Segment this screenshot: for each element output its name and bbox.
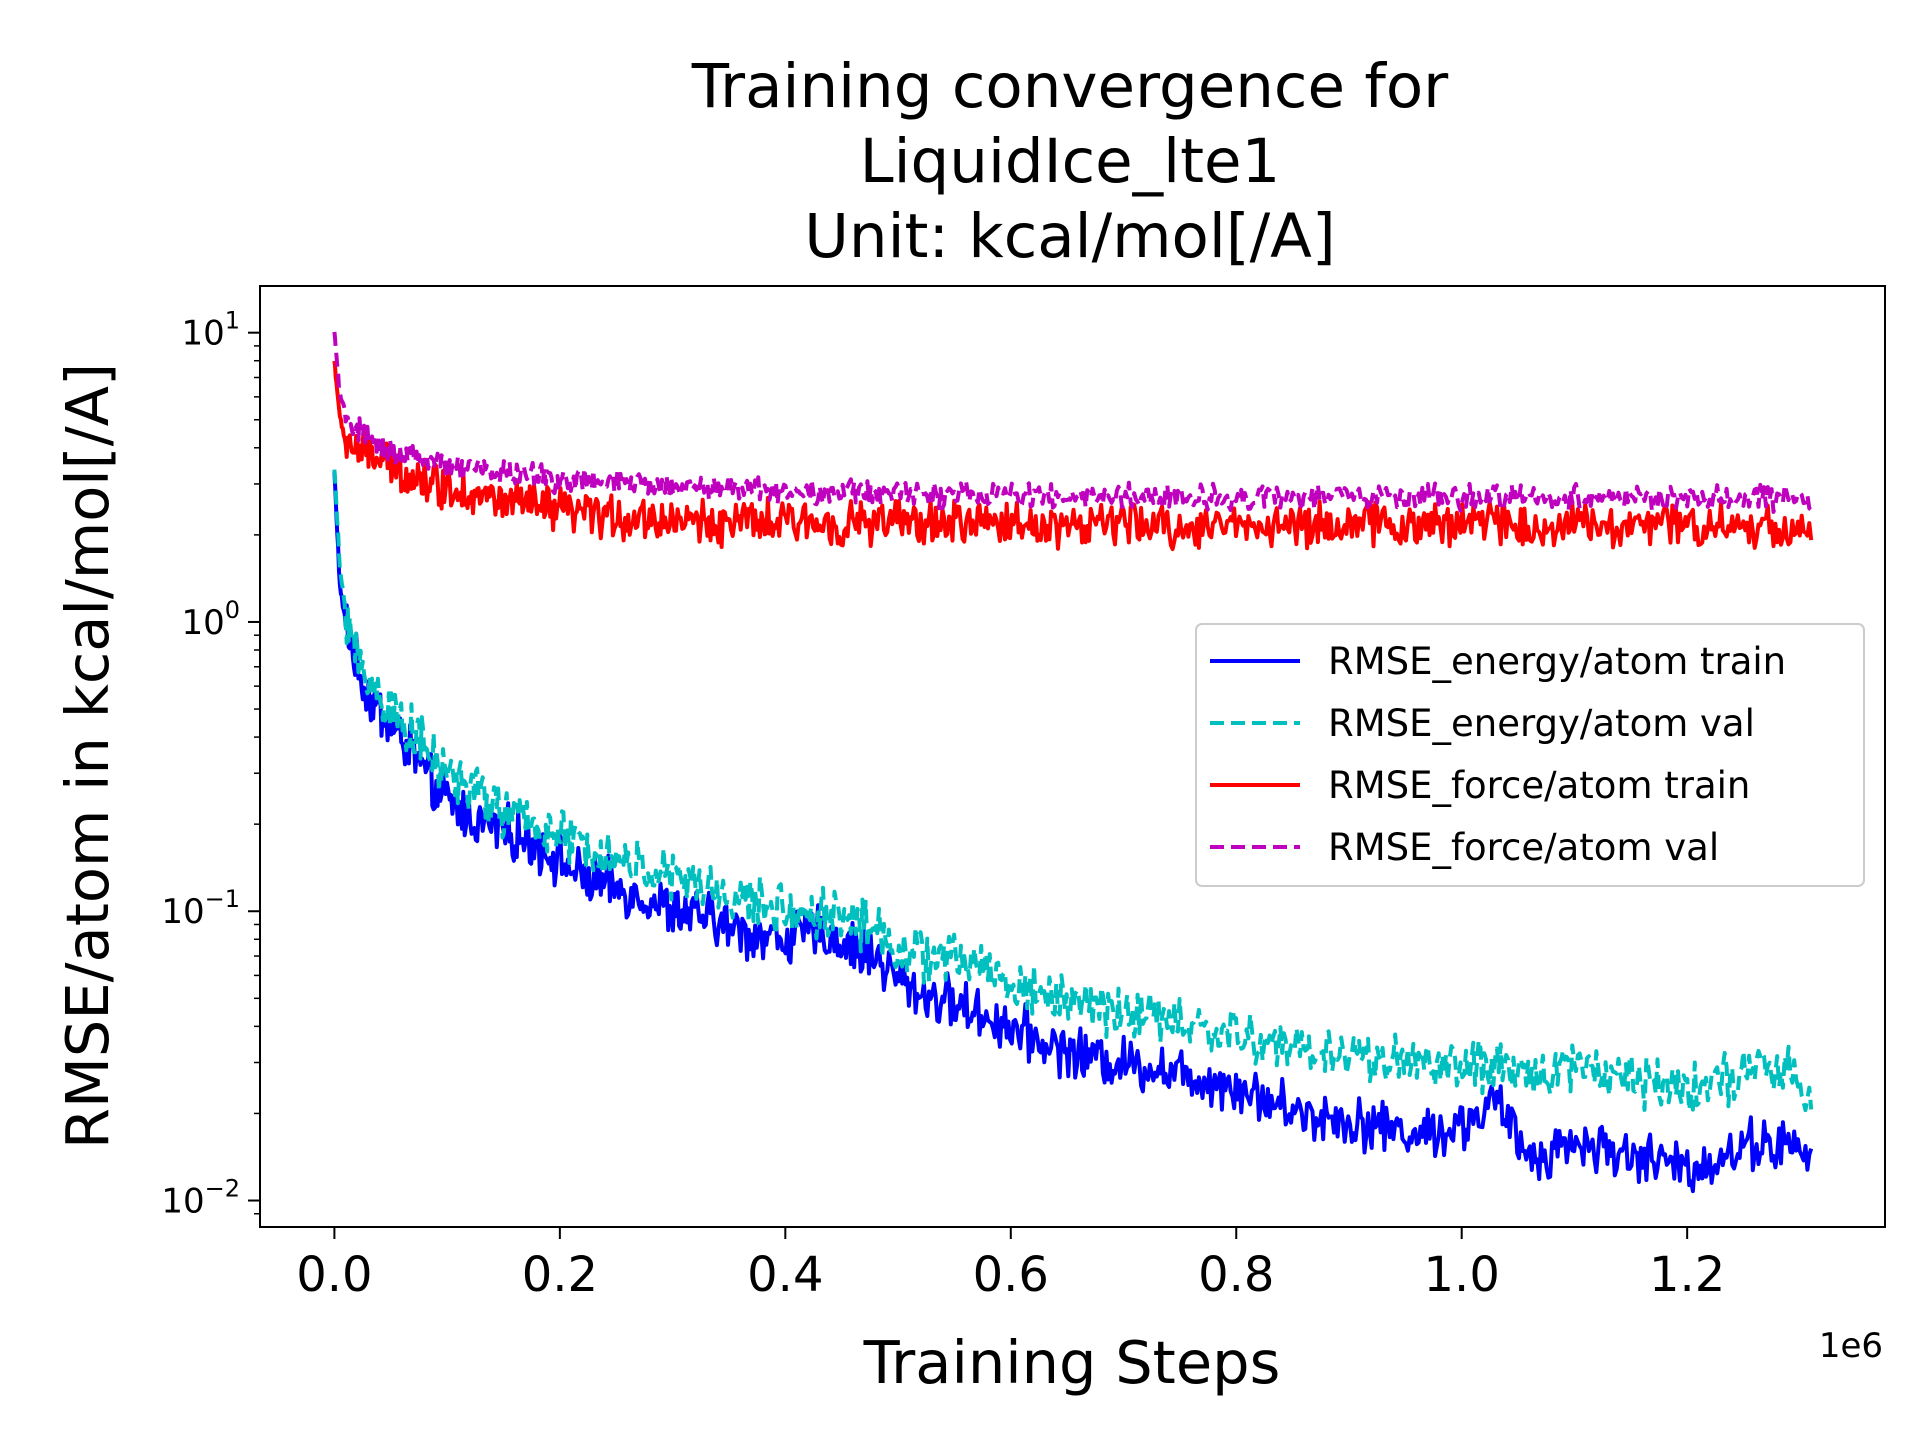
chart-title-line-3: Unit: kcal/mol[/A] [804, 201, 1335, 272]
x-tick-label: 0.8 [1198, 1247, 1274, 1303]
legend: RMSE_energy/atom train RMSE_energy/atom v… [1195, 623, 1865, 887]
plot-area [332, 331, 1814, 1194]
x-axis-label: Training Steps [863, 1328, 1281, 1397]
legend-box [1195, 623, 1865, 887]
y-tick-label: 10−2 [161, 1175, 240, 1222]
series-line-1 [332, 469, 1814, 1113]
legend-label: RMSE_force/atom train [1328, 764, 1750, 807]
x-offset-label: 1e6 [1819, 1326, 1883, 1366]
legend-label: RMSE_force/atom val [1328, 826, 1719, 869]
chart-title-line-1: Training convergence for [691, 51, 1449, 122]
y-axis: 10−2 10−1 100 101 [161, 307, 260, 1222]
legend-label: RMSE_energy/atom val [1328, 702, 1755, 745]
y-tick-label: 100 [181, 596, 240, 643]
x-axis: 0.0 0.2 0.4 0.6 0.8 1.0 1.2 [296, 1227, 1725, 1303]
y-tick-label: 10−1 [161, 885, 240, 932]
y-tick-label: 101 [181, 307, 240, 354]
series-line-0 [332, 471, 1814, 1194]
x-tick-label: 1.0 [1424, 1247, 1500, 1303]
legend-label: RMSE_energy/atom train [1328, 640, 1786, 683]
series-line-2 [332, 360, 1814, 552]
x-tick-label: 1.2 [1649, 1247, 1725, 1303]
x-tick-label: 0.4 [747, 1247, 823, 1303]
series-line-3 [332, 331, 1813, 514]
x-tick-label: 0.0 [296, 1247, 372, 1303]
chart-title-line-2: LiquidIce_lte1 [860, 126, 1281, 197]
x-tick-label: 0.6 [973, 1247, 1049, 1303]
y-axis-label: RMSE/atom in kcal/mol[/A] [53, 363, 122, 1149]
plot-frame [259, 285, 1886, 1228]
x-tick-label: 0.2 [522, 1247, 598, 1303]
